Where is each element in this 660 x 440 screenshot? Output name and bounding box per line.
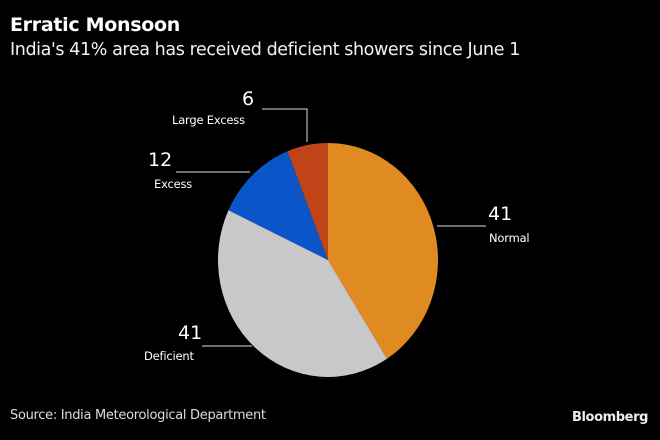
chart-title: Erratic Monsoon [10,14,180,36]
pie-slice-normal [328,143,439,359]
value-label-deficient: 41 [178,322,203,344]
pie-slice-deficient [217,210,387,377]
slice-label-normal: Normal [489,231,530,245]
pie-slice-large-excess [287,143,328,260]
slice-label-large-excess: Large Excess [172,113,245,127]
value-label-large-excess: 6 [242,88,255,110]
slice-label-deficient: Deficient [144,349,194,363]
leader-line-large-excess [262,108,308,142]
value-label-normal: 41 [488,203,513,225]
chart-subtitle: India's 41% area has received deficient … [10,40,520,60]
pie-slice-excess [228,151,328,260]
slice-label-excess: Excess [154,177,193,191]
bloomberg-logo: Bloomberg [571,410,648,425]
value-label-excess: 12 [148,149,173,171]
source-note: Source: India Meteorological Department [10,408,266,423]
